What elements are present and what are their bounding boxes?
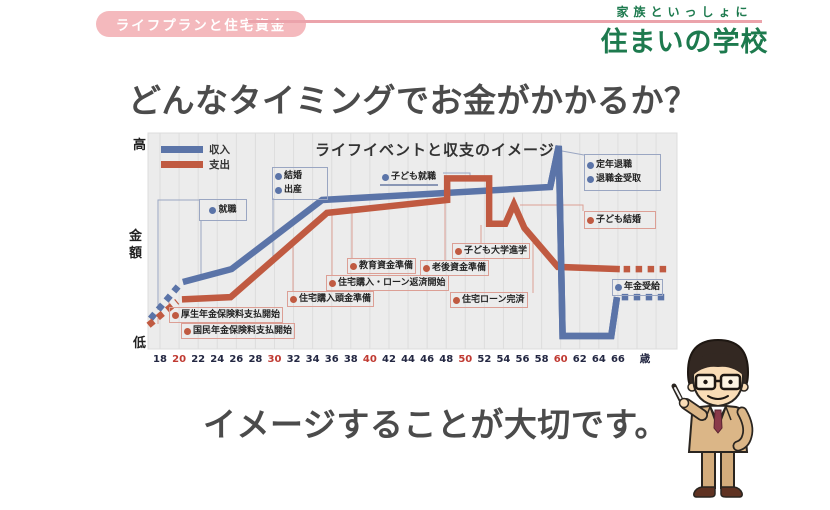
legend-expense-label: 支出 xyxy=(209,159,230,171)
chart-legend: 収入 支出 xyxy=(161,142,230,172)
shoe xyxy=(693,486,716,498)
svg-text:32: 32 xyxy=(287,354,301,365)
chart-plot: 18 20 22 24 26 28 30 32 34 36 38 40 42 44 46 48 50 52 54 56… xyxy=(146,132,678,365)
expense-dot-icon xyxy=(350,262,357,270)
svg-text:36: 36 xyxy=(325,354,339,365)
brand-tagline: 家族といっしょに xyxy=(616,5,753,19)
expense-dot-icon xyxy=(423,264,430,272)
event-label-kodomo-kekkon: 子ども結婚 xyxy=(584,211,656,229)
legend-expense-swatch xyxy=(161,161,203,168)
hand xyxy=(678,397,690,409)
event-label-kekkon-shussan: 結婚 出産 xyxy=(272,167,328,200)
expense-dot-icon xyxy=(329,279,336,287)
event-label-teinen-taishoku: 定年退職 退職金受取 xyxy=(584,154,661,191)
svg-text:60: 60 xyxy=(554,354,568,365)
svg-text:44: 44 xyxy=(401,354,415,365)
income-dot-icon xyxy=(382,173,389,181)
event-label-daigaku-shingaku: 子ども大学進学 xyxy=(452,243,531,259)
svg-text:42: 42 xyxy=(382,354,396,365)
income-dot-icon xyxy=(275,187,282,194)
y-axis-label-high: 高 xyxy=(133,138,147,153)
topic-pill-label: ライフプランと住宅資金 xyxy=(115,18,287,34)
life-events-chart: 18 20 22 24 26 28 30 32 34 36 38 40 42 44 46 48 50 52 54 56… xyxy=(125,128,697,376)
raised-arm xyxy=(681,399,707,420)
svg-text:18: 18 xyxy=(153,354,167,365)
svg-text:56: 56 xyxy=(516,354,530,365)
chart-title: ライフイベントと収支のイメージ xyxy=(315,141,555,159)
event-label-kyoiku-shikin: 教育資金準備 xyxy=(347,258,417,274)
svg-text:46: 46 xyxy=(420,354,434,365)
svg-text:34: 34 xyxy=(306,354,320,365)
gridlines xyxy=(159,133,657,349)
income-dot-icon xyxy=(615,284,622,291)
event-label-atamakin-junbi: 住宅購入頭金準備 xyxy=(287,291,375,307)
pants-leg xyxy=(720,451,735,489)
svg-text:50: 50 xyxy=(458,354,472,365)
pants-leg xyxy=(701,451,716,489)
brand-name: 住まいの学校 xyxy=(600,27,769,58)
smile xyxy=(707,395,729,400)
shoe xyxy=(720,486,743,498)
right-arm xyxy=(734,408,752,450)
header-divider-line xyxy=(248,20,762,23)
svg-text:40: 40 xyxy=(363,354,377,365)
expense-dot-icon xyxy=(455,247,462,255)
event-label-loan-kansai: 住宅ローン完済 xyxy=(450,292,528,308)
event-label-kokumin-nenkin: 国民年金保険料支払開始 xyxy=(181,323,296,339)
eye xyxy=(728,379,733,385)
expense-dot-icon xyxy=(172,311,179,319)
expense-dot-icon xyxy=(184,327,191,335)
event-label-kodomo-shushoku: 子ども就職 xyxy=(380,170,439,186)
series-lines xyxy=(146,145,671,340)
svg-text:22: 22 xyxy=(191,354,205,365)
axis-ticks: 18 20 22 24 26 28 30 32 34 36 38 40 42 44 46 48 50 52 54 56… xyxy=(153,352,651,365)
income-dot-icon xyxy=(275,173,282,180)
legend-income-label: 収入 xyxy=(209,144,230,156)
headline-bottom: イメージすることが大切です。 xyxy=(203,405,669,444)
svg-text:54: 54 xyxy=(496,354,510,365)
legend-income: 収入 xyxy=(161,142,230,157)
expense-dot-icon xyxy=(587,216,594,224)
brand-logo: 家族といっしょに 住まいの学校 xyxy=(592,3,777,59)
event-label-rogo-shikin: 老後資金準備 xyxy=(420,260,490,276)
eye xyxy=(703,379,708,385)
income-dot-icon xyxy=(587,176,594,183)
svg-text:28: 28 xyxy=(248,354,262,365)
svg-text:24: 24 xyxy=(210,354,224,365)
svg-text:66: 66 xyxy=(611,354,625,365)
event-label-shushoku: 就職 xyxy=(199,199,247,221)
teacher-character-illustration xyxy=(671,338,754,498)
event-label-kosei-nenkin: 厚生年金保険料支払開始 xyxy=(169,307,284,323)
svg-text:26: 26 xyxy=(229,354,243,365)
svg-text:52: 52 xyxy=(477,354,491,365)
y-axis-label-amount: 金額 xyxy=(128,229,142,261)
income-dot-icon xyxy=(209,206,217,214)
necktie xyxy=(713,409,723,434)
legend-income-swatch xyxy=(161,146,203,153)
svg-text:20: 20 xyxy=(172,354,186,365)
topic-pill: ライフプランと住宅資金 xyxy=(96,11,306,37)
expense-dot-icon xyxy=(290,295,297,303)
event-label-loan-hensai-kaishi: 住宅購入・ローン返済開始 xyxy=(326,275,449,291)
y-axis-label-low: 低 xyxy=(133,336,147,351)
svg-text:62: 62 xyxy=(573,354,587,365)
hair-fringe xyxy=(691,353,745,377)
label-connectors xyxy=(157,150,585,324)
event-label-nenkin-jukyu: 年金受給 xyxy=(612,279,664,296)
legend-expense: 支出 xyxy=(161,157,230,172)
svg-text:64: 64 xyxy=(592,354,606,365)
svg-text:歳: 歳 xyxy=(640,352,651,365)
income-dot-icon xyxy=(587,162,594,169)
headline-top: どんなタイミングでお金がかかるか？ xyxy=(128,81,698,120)
svg-text:30: 30 xyxy=(268,354,282,365)
svg-text:38: 38 xyxy=(344,354,358,365)
expense-dot-icon xyxy=(453,296,460,304)
svg-text:48: 48 xyxy=(439,354,453,365)
svg-text:58: 58 xyxy=(535,354,549,365)
